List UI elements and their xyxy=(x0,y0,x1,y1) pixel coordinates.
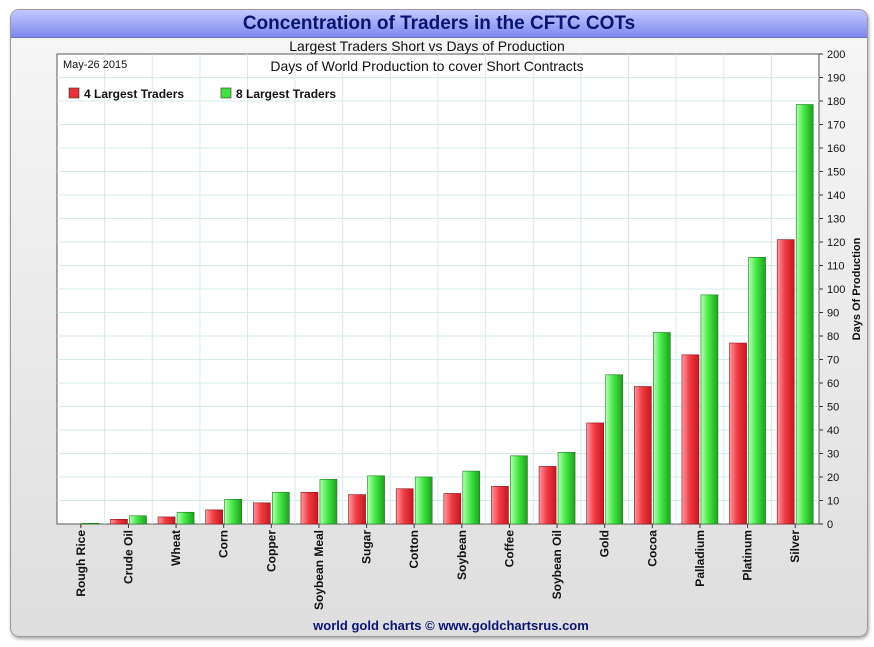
chart-subtitle: Largest Traders Short vs Days of Product… xyxy=(289,38,564,54)
bar-top4 xyxy=(110,518,128,525)
plot-title: Days of World Production to cover Short … xyxy=(270,58,583,74)
bar-top4 xyxy=(348,494,366,525)
bar-top4 xyxy=(157,516,176,525)
bar-top8 xyxy=(367,475,385,525)
bar-top8 xyxy=(272,491,290,525)
y-tick-label: 70 xyxy=(827,355,839,367)
bar-top8 xyxy=(176,511,195,525)
bar-top8 xyxy=(557,452,576,525)
bar-top8 xyxy=(510,455,528,525)
x-tick-label: Copper xyxy=(264,530,278,572)
x-tick-label: Sugar xyxy=(360,530,374,564)
bar-top4 xyxy=(729,342,747,525)
bar-top4 xyxy=(300,491,319,525)
y-tick-label: 120 xyxy=(827,237,845,249)
y-tick-label: 60 xyxy=(827,378,839,390)
bar-top8 xyxy=(414,476,433,525)
bar-top8 xyxy=(129,515,147,525)
x-tick-label: Gold xyxy=(598,530,612,557)
y-tick-label: 140 xyxy=(827,190,845,202)
y-axis: 0 10 20 30 40 50 60 70 80 90 100 110 120 130 140 150 160… xyxy=(819,49,845,531)
bar-top8 xyxy=(224,499,242,525)
x-tick-label: Coffee xyxy=(502,530,516,568)
legend-swatch xyxy=(68,87,80,99)
bar-chart: Largest Traders Short vs Days of Product… xyxy=(56,38,863,633)
bar-top8 xyxy=(748,256,766,525)
y-tick-label: 30 xyxy=(827,449,839,461)
x-tick-label: Platinum xyxy=(741,530,755,581)
legend-label: 8 Largest Traders xyxy=(236,87,336,101)
legend-swatch xyxy=(220,87,232,99)
y-axis-label: Days Of Production xyxy=(851,237,863,340)
chart-main-title: Concentration of Traders in the CFTC COT… xyxy=(11,10,867,38)
y-tick-label: 160 xyxy=(827,143,845,155)
bar-top4 xyxy=(253,502,271,525)
y-tick-label: 90 xyxy=(827,308,839,320)
x-tick-label: Palladium xyxy=(693,530,707,587)
y-tick-label: 10 xyxy=(827,496,839,508)
y-tick-label: 0 xyxy=(827,519,833,531)
bar-top8 xyxy=(462,470,481,525)
x-tick-label: Crude Oil xyxy=(121,530,135,584)
y-tick-label: 130 xyxy=(827,214,845,226)
y-tick-label: 100 xyxy=(827,284,845,296)
x-tick-label: Soybean Meal xyxy=(312,530,326,610)
bar-top4 xyxy=(395,488,414,525)
bar-top4 xyxy=(634,386,652,525)
x-tick-label: Cocoa xyxy=(645,530,659,567)
y-tick-label: 170 xyxy=(827,120,845,132)
legend-label: 4 Largest Traders xyxy=(84,87,184,101)
bars xyxy=(81,104,814,525)
y-tick-label: 80 xyxy=(827,331,839,343)
x-tick-label: Wheat xyxy=(169,530,183,566)
bar-top4 xyxy=(776,239,795,525)
y-tick-label: 50 xyxy=(827,402,839,414)
bar-top8 xyxy=(81,522,100,525)
bar-top4 xyxy=(538,466,557,525)
bar-top8 xyxy=(653,332,671,525)
x-tick-label: Rough Rice xyxy=(74,530,88,597)
bar-top4 xyxy=(681,354,700,525)
chart-frame: Concentration of Traders in the CFTC COT… xyxy=(10,9,868,637)
x-tick-label: Cotton xyxy=(407,530,421,569)
y-tick-label: 20 xyxy=(827,472,839,484)
y-tick-label: 180 xyxy=(827,96,845,108)
legend: 4 Largest Traders 8 Largest Traders xyxy=(68,87,336,101)
x-tick-label: Corn xyxy=(217,530,231,558)
x-axis: Rough Rice Crude Oil Wheat Corn Copper Soybea… xyxy=(74,524,802,610)
y-tick-label: 200 xyxy=(827,49,845,61)
footer-credit: world gold charts © www.goldchartsrus.co… xyxy=(312,618,589,633)
bar-top4 xyxy=(586,422,604,525)
bar-top4 xyxy=(491,486,509,525)
bar-top8 xyxy=(605,374,623,525)
y-tick-label: 40 xyxy=(827,425,839,437)
y-tick-label: 190 xyxy=(827,73,845,85)
bar-top4 xyxy=(443,493,462,525)
y-tick-label: 110 xyxy=(827,261,845,273)
x-tick-label: Soybean xyxy=(455,530,469,580)
bar-top8 xyxy=(319,479,338,525)
bar-top8 xyxy=(700,294,719,525)
x-tick-label: Soybean Oil xyxy=(550,530,564,599)
y-tick-label: 150 xyxy=(827,167,845,179)
bar-top4 xyxy=(205,509,223,525)
date-label: May-26 2015 xyxy=(63,59,127,71)
x-tick-label: Silver xyxy=(788,530,802,563)
bar-top8 xyxy=(795,104,814,525)
